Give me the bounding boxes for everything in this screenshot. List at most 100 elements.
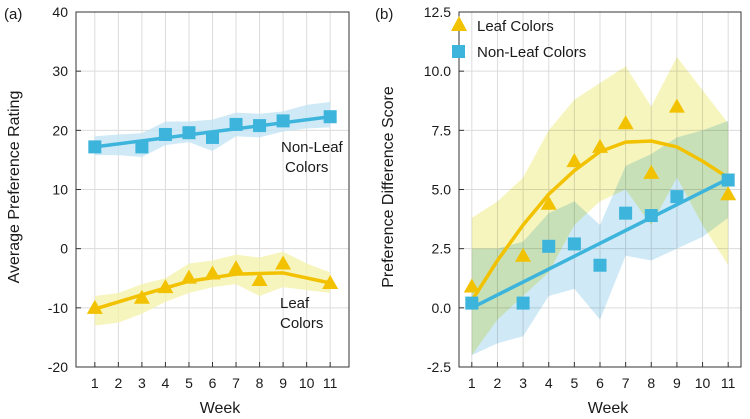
y-tick-label: 20 [52, 122, 68, 138]
panel-b-points [463, 98, 737, 310]
y-tick-label: 0 [60, 241, 68, 257]
x-tick-label: 7 [622, 375, 630, 391]
leaf-data-point [592, 138, 608, 153]
leaf-data-point [86, 299, 103, 314]
legend-nonleaf-marker [452, 45, 465, 58]
nonleaf-data-point [593, 258, 607, 272]
x-tick-label: 9 [673, 375, 681, 391]
y-tick-label: 10 [52, 182, 68, 198]
y-tick-label: 40 [52, 4, 68, 20]
x-tick-label: 1 [468, 375, 476, 391]
nonleaf-data-point [516, 296, 530, 310]
legend-nonleaf-label: Non-Leaf Colors [477, 44, 586, 61]
leaf-data-point [275, 255, 292, 270]
y-tick-label: -20 [48, 359, 68, 375]
leaf-data-point [133, 289, 150, 304]
nonleaf-data-point [206, 130, 219, 144]
x-tick-label: 2 [494, 375, 502, 391]
leaf-data-point [566, 153, 583, 168]
nonleaf-data-point [158, 127, 172, 141]
leaf-data-point [617, 115, 634, 130]
x-tick-label: 6 [596, 375, 604, 391]
leaf-data-point [228, 260, 245, 275]
y-tick-label: 2.5 [432, 241, 452, 257]
leaf-data-point [720, 186, 737, 201]
x-tick-label: 2 [114, 375, 122, 391]
legend-leaf-marker [451, 16, 467, 31]
y-tick-label: -10 [48, 300, 68, 316]
panel-a-x-axis-label: Week [200, 400, 242, 417]
x-tick-label: 1 [91, 375, 99, 391]
nonleaf-data-point [182, 126, 196, 140]
leaf-data-point [251, 272, 268, 287]
panel-b: (b) 1 2 3 4 5 6 7 8 9 10 11 -2.5 0.0 2.5 5.0 7.5 10.0 12.… [375, 4, 742, 417]
leaf-data-point [668, 98, 685, 113]
leaf-confidence-band [94, 251, 331, 326]
nonleaf-data-point [253, 119, 267, 133]
y-tick-label: 0.0 [432, 300, 452, 316]
leaf-data-point [515, 247, 532, 262]
panel-a-y-axis-label: Average Preference Rating [6, 91, 23, 284]
leaf-data-point [540, 195, 557, 210]
nonleaf-data-point [135, 140, 149, 154]
x-tick-label: 4 [162, 375, 170, 391]
nonleaf-data-point [542, 239, 556, 253]
panel-a-nonleaf-annotation-line1: Non-Leaf [281, 139, 344, 156]
x-tick-label: 11 [721, 375, 736, 391]
panel-a-leaf-annotation-line1: Leaf [280, 295, 310, 312]
x-tick-label: 4 [545, 375, 553, 391]
panel-b-y-axis-label: Preference Difference Score [380, 86, 397, 288]
nonleaf-data-point [88, 140, 102, 154]
leaf-data-point [157, 279, 174, 294]
panel-b-x-axis-label: Week [588, 400, 630, 417]
nonleaf-data-point [465, 296, 479, 310]
panel-a: (a) 1 2 3 4 5 6 7 8 9 10 11 -20 -10 0 10 20 30 40 Week Av… [4, 4, 350, 417]
panel-a-nonleaf-annotation-line2: Colors [285, 159, 328, 176]
nonleaf-data-point [323, 110, 337, 124]
nonleaf-data-point [670, 190, 684, 204]
leaf-data-point [643, 164, 660, 179]
panel-a-label: (a) [4, 6, 22, 23]
leaf-data-point [463, 278, 480, 293]
nonleaf-data-point [644, 209, 658, 223]
panel-a-ticks: 1 2 3 4 5 6 7 8 9 10 11 -20 -10 0 10 20 30 40 [48, 4, 338, 391]
x-tick-label: 10 [299, 375, 315, 391]
nonleaf-fit-line [470, 177, 730, 310]
y-tick-label: 12.5 [424, 4, 451, 20]
legend-leaf-label: Leaf Colors [477, 18, 554, 35]
x-tick-label: 9 [279, 375, 287, 391]
panel-a-points [86, 110, 339, 314]
panel-b-legend: Leaf Colors Non-Leaf Colors [451, 16, 586, 61]
x-tick-label: 5 [185, 375, 193, 391]
nonleaf-data-point [567, 237, 581, 251]
y-tick-label: 10.0 [424, 63, 451, 79]
x-tick-label: 7 [232, 375, 240, 391]
y-tick-label: 30 [52, 63, 68, 79]
x-tick-label: 8 [256, 375, 264, 391]
x-tick-label: 8 [647, 375, 655, 391]
x-tick-label: 11 [323, 375, 338, 391]
panel-b-label: (b) [375, 6, 393, 23]
y-tick-label: 7.5 [432, 122, 452, 138]
x-tick-label: 5 [570, 375, 578, 391]
y-tick-label: -2.5 [427, 359, 451, 375]
leaf-data-point [204, 265, 221, 280]
y-tick-label: 5.0 [432, 182, 452, 198]
nonleaf-data-point [619, 206, 633, 220]
nonleaf-confidence-band [471, 120, 729, 356]
panel-a-bands [94, 101, 331, 326]
leaf-data-point [322, 274, 339, 289]
nonleaf-data-point [721, 173, 735, 187]
nonleaf-confidence-band [94, 101, 331, 157]
panel-b-ticks: 1 2 3 4 5 6 7 8 9 10 11 -2.5 0.0 2.5 5.0 7.5 10.0 12.5 [424, 4, 736, 391]
nonleaf-data-point [276, 114, 290, 128]
panel-b-bands [471, 56, 729, 356]
x-tick-label: 3 [519, 375, 527, 391]
nonleaf-data-point [229, 117, 243, 131]
leaf-data-point [180, 269, 197, 284]
x-tick-label: 10 [695, 375, 711, 391]
panel-a-leaf-annotation-line2: Colors [280, 315, 323, 332]
x-tick-label: 3 [138, 375, 146, 391]
x-tick-label: 6 [209, 375, 217, 391]
